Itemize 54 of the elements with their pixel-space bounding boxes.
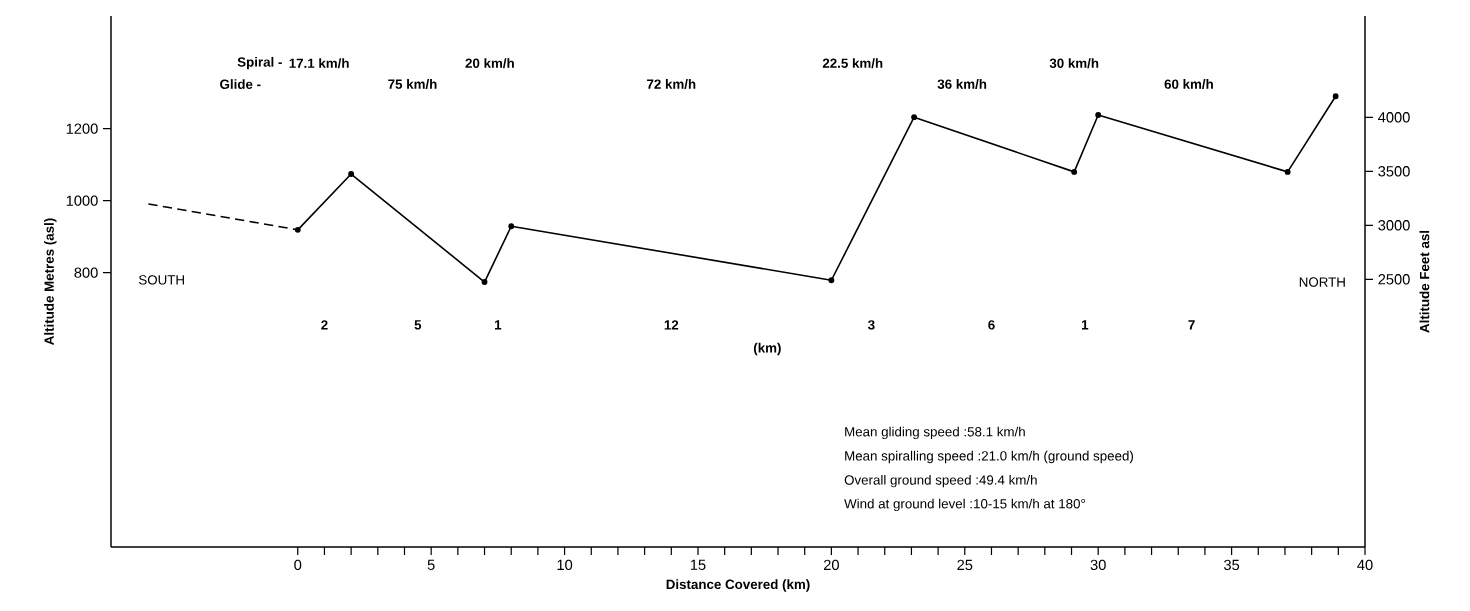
point [911,114,918,121]
point [294,226,301,233]
y2-tick-label: 2500 [1378,274,1410,285]
annotation: 20 km/h [465,58,514,69]
y2-tick-label: 4000 [1378,112,1410,123]
point [1284,168,1291,175]
x-tick-label: 0 [294,559,302,571]
point [1095,112,1102,118]
annotation: 22.5 km/h [822,58,883,69]
annotation: 3 [868,320,875,330]
point [481,279,488,285]
y2-tick-label: 3000 [1378,220,1410,231]
annotation: Overall ground speed :49.4 km/h [844,474,1037,488]
x-tick-label: 15 [690,559,706,570]
annotation: 60 km/h [1164,79,1213,90]
annotation: Wind at ground level :10-15 km/h at 180° [844,498,1086,512]
annotation: Glide - [220,79,261,89]
x-tick-label: 10 [557,559,573,571]
annotation: Mean spiralling speed :21.0 km/h (ground speed) [845,450,1134,464]
annotation: 36 km/h [937,79,987,90]
y-axis-title: Altitude Metres (asl) [44,218,57,345]
x-tick-label: 25 [957,559,973,571]
annotation: Mean gliding speed :58.1 km/h [845,426,1025,440]
annotation: 1 [1081,320,1089,330]
x-tick-label: 40 [1357,559,1373,571]
y-tick-label: 800 [74,267,98,278]
annotation: (km) [753,342,781,356]
x-tick-label: 35 [1224,559,1240,571]
annotation: 30 km/h [1049,58,1099,69]
point [828,277,835,284]
annotation: 17.1 km/h [289,58,349,69]
x-tick-label: 20 [823,559,839,571]
y2-axis-title: Altitude Feet asl [1419,230,1430,333]
point [1332,93,1339,100]
annotation: 12 [664,320,679,330]
annotation: Spiral - [237,56,282,70]
annotation: 1 [495,320,502,330]
x-axis-title: Distance Covered (km) [666,579,810,592]
annotation: 72 km/h [647,79,696,90]
y-tick-label: 1000 [66,195,98,206]
x-tick-label: 30 [1090,559,1106,571]
point [508,223,515,230]
point [1071,168,1078,175]
y2-tick-label: 3500 [1378,166,1410,177]
annotation: 7 [1188,320,1195,330]
annotation: 6 [988,320,995,330]
annotation: 2 [321,320,328,330]
y-tick-label: 1200 [66,123,98,134]
annotation: 5 [414,320,422,330]
x-tick-label: 5 [427,559,435,570]
annotation: SOUTH [138,275,184,285]
annotation: NORTH [1299,277,1345,287]
annotation: 75 km/h [388,79,437,90]
point [348,171,355,177]
